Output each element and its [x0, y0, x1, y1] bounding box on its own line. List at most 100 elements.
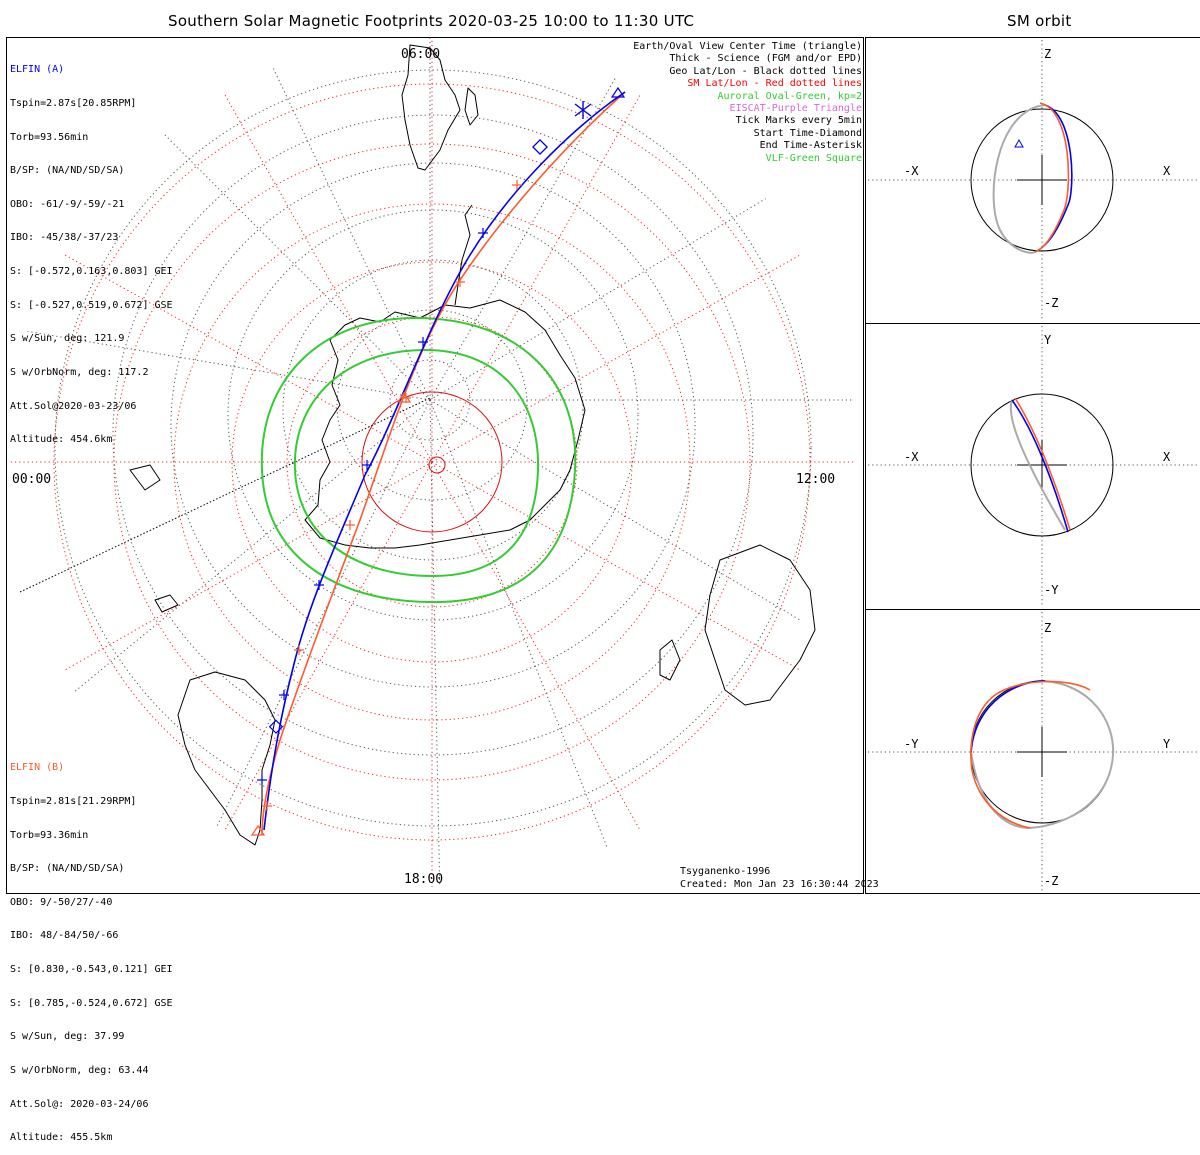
sm-meridian: [64, 461, 433, 671]
legend-item: Thick - Science (FGM and/or EPD): [669, 53, 862, 65]
elfin-b-orbit: [970, 680, 1091, 829]
geo-lat-circle: [227, 209, 639, 621]
elfin-b-orbit: [1034, 102, 1070, 253]
elfin-b-line: S w/Sun, deg: 37.99: [10, 1031, 125, 1043]
axis-label-top: Y: [1044, 333, 1052, 347]
elfin-b-line: Att.Sol@: 2020-03-24/06: [10, 1098, 149, 1110]
elfin-b-line: S: [0.785,-0.524,0.672] GSE: [10, 997, 173, 1009]
orbit-path-shadow: [992, 104, 1046, 254]
antarctica-coastline: [304, 299, 586, 549]
geo-lat-circle: [389, 359, 471, 441]
sm-meridian: [224, 461, 433, 831]
elfin-b-end-marker: [250, 824, 266, 836]
auroral-ovals: [260, 316, 577, 604]
elfin-a-line: Tspin=2.87s[20.85RPM]: [10, 98, 137, 110]
legend-item: Geo Lat/Lon - Black dotted lines: [669, 65, 862, 77]
elfin-b-line: Tspin=2.81s[21.29RPM]: [10, 796, 137, 808]
legend-item: Earth/Oval View Center Time (triangle): [633, 41, 862, 52]
polar-footprint-map: 06:00 00:00 12:00 18:00: [10, 37, 857, 887]
new-zealand-coastline: [659, 639, 681, 681]
elfin-a-start-diamond: [532, 139, 548, 155]
elfin-b-line: Torb=93.36min: [10, 829, 89, 841]
axis-label-left: -Y: [904, 737, 919, 751]
mlt-label-left: 00:00: [12, 472, 51, 487]
elfin-a-line: S: [-0.572,0.163,0.803] GEI: [10, 266, 173, 278]
orbit-path-shadow: [1009, 399, 1066, 531]
elfin-b-line: S w/OrbNorm, deg: 63.44: [10, 1064, 149, 1076]
elfin-a-line: S: [-0.527,0.519,0.672] GSE: [10, 299, 173, 311]
axis-label-left: -X: [904, 450, 919, 464]
elfin-a-end-asterisk: [574, 101, 592, 119]
elfin-a-name: ELFIN (A): [10, 64, 65, 76]
axis-label-left: -X: [904, 164, 919, 178]
sm-meridian: [224, 94, 433, 463]
geo-grid: [19, 37, 857, 887]
legend-item: VLF-Green Square: [765, 152, 862, 164]
elfin-a-line: Altitude: 454.6km: [10, 434, 113, 446]
geo-meridian: [429, 399, 801, 621]
orbit-panel-yz: -Y Y Z -Z: [868, 612, 1198, 892]
elfin-a-info: ELFIN (A) Tspin=2.87s[20.85RPM] Torb=93.…: [10, 42, 173, 457]
map-title: Southern Solar Magnetic Footprints 2020-…: [168, 12, 695, 30]
sm-orbit-panels: -X X Z -Z -X X Y -Y -Y Y Z -Z: [868, 40, 1198, 892]
elfin-b-line: IBO: 48/-84/50/-66: [10, 930, 119, 942]
elfin-a-orbit: [1034, 104, 1073, 253]
elfin-b-line: S: [0.830,-0.543,0.121] GEI: [10, 964, 173, 976]
earth-circle: [970, 108, 1114, 252]
sm-pole-circle: [428, 456, 446, 474]
legend: Earth/Oval View Center Time (triangle) T…: [633, 41, 862, 165]
legend-item: Tick Marks every 5min: [735, 115, 862, 127]
geo-meridian: [429, 399, 441, 887]
elfin-a-line: S w/Sun, deg: 121.9: [10, 333, 125, 345]
panel-divider: [865, 609, 1200, 610]
sm-lat-circle: [231, 261, 633, 663]
elfin-a-line: Torb=93.56min: [10, 131, 89, 143]
geo-lat-circle: [170, 162, 696, 688]
elfin-a-line: OBO: -61/-9/-59/-21: [10, 198, 125, 210]
island-coastline: [154, 594, 179, 613]
orbit-panels-frame: [865, 37, 1200, 894]
sm-grid: [10, 40, 855, 887]
elfin-b-tick-marks: [262, 180, 522, 811]
footprint-map-frame: [6, 37, 864, 894]
orbit-panel-title: SM orbit: [1007, 12, 1072, 30]
madagascar-coastline: [464, 87, 479, 126]
elfin-b-track: [261, 91, 626, 836]
sm-lat-circle: [286, 316, 578, 608]
auroral-oval-outer: [260, 316, 577, 604]
elfin-b-line: Altitude: 455.5km: [10, 1132, 113, 1144]
orbit-panel-xy: -X X Y -Y: [868, 326, 1198, 606]
legend-item: SM Lat/Lon - Red dotted lines: [687, 78, 862, 90]
axis-label-bottom: -Z: [1044, 296, 1058, 310]
legend-item: Auroral Oval-Green, kp=2: [717, 90, 863, 102]
geo-meridian: [429, 69, 621, 401]
geo-lat-circle: [54, 69, 812, 827]
auroral-oval-inner: [293, 348, 540, 578]
sm-pole-circle: [361, 391, 503, 533]
geo-lat-circle: [112, 114, 754, 756]
axis-label-top: Z: [1044, 47, 1051, 61]
elfin-a-line: IBO: -45/38/-37/23: [10, 232, 119, 244]
elfin-b-view-center-triangle: [396, 391, 412, 403]
axis-label-right: X: [1163, 450, 1171, 464]
africa-coastline: [401, 44, 461, 171]
mlt-label-top: 06:00: [401, 47, 440, 62]
elfin-a-line: B/SP: (NA/ND/SD/SA): [10, 165, 125, 177]
axis-label-right: X: [1163, 164, 1171, 178]
sm-meridian: [431, 94, 641, 463]
panel-divider: [865, 323, 1200, 324]
view-center-triangle: [1014, 138, 1024, 148]
elfin-a-line: Att.Sol@2020-03-23/06: [10, 400, 137, 412]
elfin-a-view-center-triangle: [610, 86, 626, 98]
mlt-label-right: 12:00: [796, 472, 835, 487]
earth-circle: [970, 393, 1114, 537]
axis-label-bottom: -Y: [1044, 583, 1059, 597]
elfin-b-orbit: [1014, 397, 1071, 531]
orbit-panel-xz: -X X Z -Z: [868, 40, 1198, 320]
antarctic-peninsula: [454, 204, 473, 306]
sm-lat-circle: [113, 143, 751, 781]
sm-lat-circle: [173, 203, 691, 721]
elfin-a-line: S w/OrbNorm, deg: 117.2: [10, 366, 149, 378]
australia-coastline: [704, 544, 816, 706]
sm-meridian: [431, 254, 801, 463]
